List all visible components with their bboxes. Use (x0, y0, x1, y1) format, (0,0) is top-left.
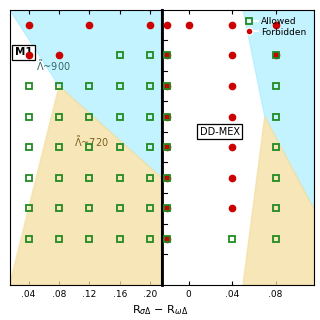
Legend: Allowed, Forbidden: Allowed, Forbidden (238, 14, 309, 39)
Text: M1: M1 (15, 47, 33, 57)
Polygon shape (243, 10, 314, 208)
Text: $\tilde{\Lambda}$~900: $\tilde{\Lambda}$~900 (36, 58, 71, 73)
Text: $\tilde{\Lambda}$~720: $\tilde{\Lambda}$~720 (74, 134, 109, 149)
Polygon shape (243, 116, 314, 285)
Polygon shape (10, 86, 162, 285)
Polygon shape (10, 10, 162, 178)
Text: DD-MEX: DD-MEX (200, 127, 240, 137)
Text: R$_{\sigma\Delta}$ $-$ R$_{\omega\Delta}$: R$_{\sigma\Delta}$ $-$ R$_{\omega\Delta}… (132, 303, 188, 317)
